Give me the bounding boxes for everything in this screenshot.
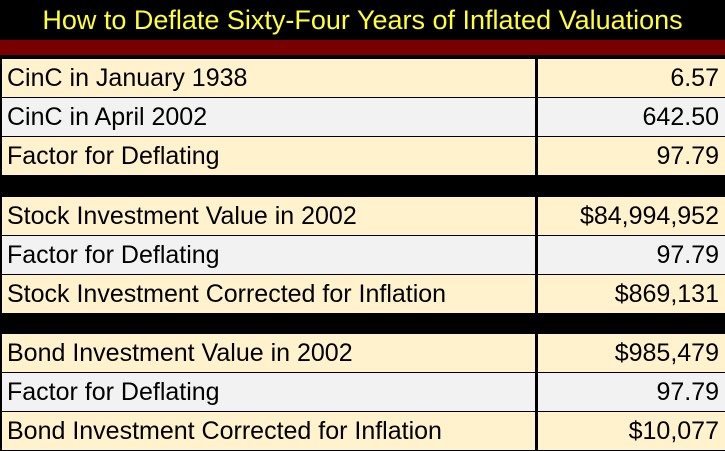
table-row: Factor for Deflating 97.79: [0, 137, 725, 175]
table-row: Stock Investment Corrected for Inflation…: [0, 275, 725, 313]
table-row: CinC in April 2002 642.50: [0, 98, 725, 136]
row-label: Stock Investment Corrected for Inflation: [2, 275, 535, 313]
row-value: $84,994,952: [538, 197, 725, 235]
row-label: CinC in January 1938: [2, 59, 535, 97]
table-row: Factor for Deflating 97.79: [0, 373, 725, 411]
row-value: 97.79: [538, 236, 725, 274]
row-label: Factor for Deflating: [2, 373, 535, 411]
group-stock: Stock Investment Value in 2002 $84,994,9…: [0, 197, 725, 314]
table-row: CinC in January 1938 6.57: [0, 59, 725, 97]
row-label: Factor for Deflating: [2, 137, 535, 175]
table-row: Bond Investment Corrected for Inflation …: [0, 412, 725, 450]
group-bond: Bond Investment Value in 2002 $985,479 F…: [0, 334, 725, 451]
title-accent-bar: [0, 40, 725, 55]
row-value: $985,479: [538, 334, 725, 372]
row-value: 97.79: [538, 373, 725, 411]
group-cinc: CinC in January 1938 6.57 CinC in April …: [0, 59, 725, 176]
row-label: CinC in April 2002: [2, 98, 535, 136]
table-row: Stock Investment Value in 2002 $84,994,9…: [0, 197, 725, 235]
row-label: Factor for Deflating: [2, 236, 535, 274]
row-label: Stock Investment Value in 2002: [2, 197, 535, 235]
table-title: How to Deflate Sixty-Four Years of Infla…: [0, 0, 725, 40]
table-row: Factor for Deflating 97.79: [0, 236, 725, 274]
row-value: $869,131: [538, 275, 725, 313]
row-label: Bond Investment Corrected for Inflation: [2, 412, 535, 450]
row-label: Bond Investment Value in 2002: [2, 334, 535, 372]
row-value: 6.57: [538, 59, 725, 97]
table-row: Bond Investment Value in 2002 $985,479: [0, 334, 725, 372]
row-value: 642.50: [538, 98, 725, 136]
row-value: 97.79: [538, 137, 725, 175]
row-value: $10,077: [538, 412, 725, 450]
